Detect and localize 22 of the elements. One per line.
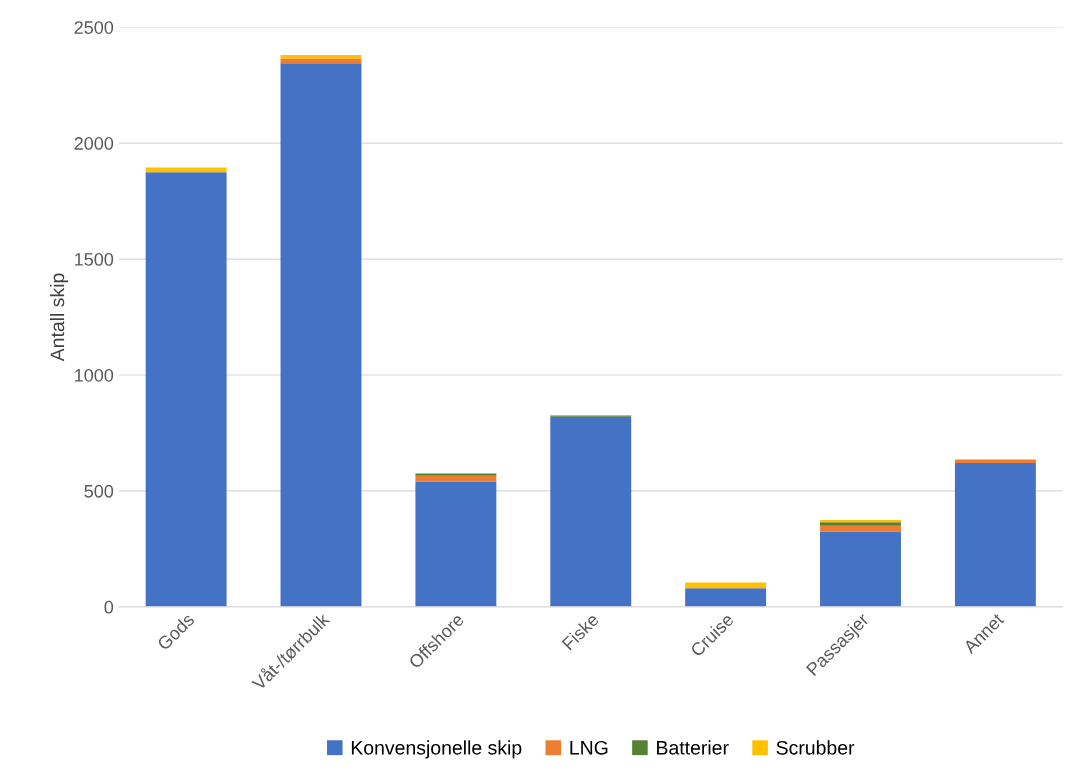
bar — [820, 531, 901, 607]
bar — [954, 463, 1036, 607]
legend-label: LNG — [570, 740, 608, 755]
bar — [685, 582, 767, 589]
bar — [280, 55, 362, 59]
legend-label: Konvensjonelle skip — [351, 740, 522, 759]
bar — [415, 481, 497, 607]
bar — [145, 172, 227, 607]
bar — [685, 588, 767, 607]
y-axis-title: Antall skip — [49, 273, 69, 362]
bar — [415, 475, 497, 482]
y-tick-label: 2000 — [74, 137, 114, 150]
y-tick-label: 1500 — [75, 253, 114, 266]
y-tick-label: 2500 — [74, 21, 114, 34]
bar — [550, 416, 632, 607]
y-tick-label: 500 — [84, 484, 114, 498]
legend-label: Scrubber — [776, 740, 855, 755]
y-tick-label: 1000 — [75, 368, 114, 382]
bar — [145, 167, 227, 173]
legend-label: Batterier — [657, 740, 729, 755]
bar — [280, 63, 362, 607]
y-tick-label: 0 — [104, 600, 114, 614]
